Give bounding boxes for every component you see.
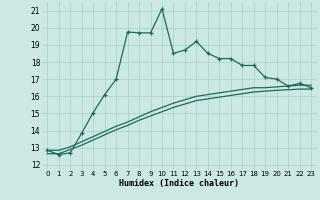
X-axis label: Humidex (Indice chaleur): Humidex (Indice chaleur) — [119, 179, 239, 188]
